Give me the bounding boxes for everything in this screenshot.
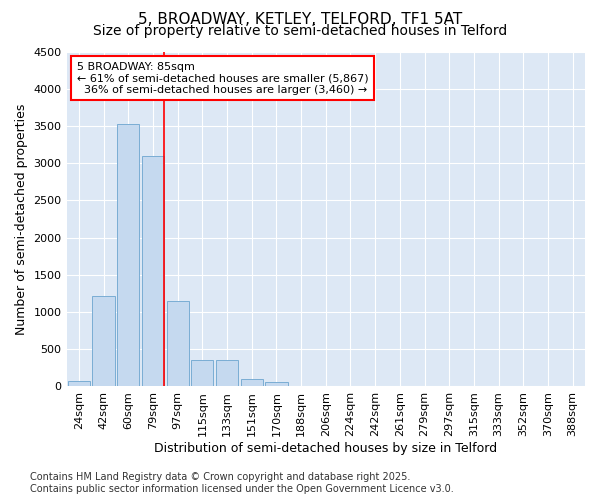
Text: 5, BROADWAY, KETLEY, TELFORD, TF1 5AT: 5, BROADWAY, KETLEY, TELFORD, TF1 5AT <box>138 12 462 28</box>
X-axis label: Distribution of semi-detached houses by size in Telford: Distribution of semi-detached houses by … <box>154 442 497 455</box>
Bar <box>117 124 139 386</box>
Bar <box>216 360 238 386</box>
Bar <box>265 382 287 386</box>
Text: 5 BROADWAY: 85sqm
← 61% of semi-detached houses are smaller (5,867)
  36% of sem: 5 BROADWAY: 85sqm ← 61% of semi-detached… <box>77 62 368 94</box>
Text: Contains HM Land Registry data © Crown copyright and database right 2025.
Contai: Contains HM Land Registry data © Crown c… <box>30 472 454 494</box>
Y-axis label: Number of semi-detached properties: Number of semi-detached properties <box>15 104 28 334</box>
Bar <box>92 296 115 386</box>
Bar <box>68 380 90 386</box>
Bar <box>167 301 189 386</box>
Bar <box>191 360 214 386</box>
Bar <box>241 379 263 386</box>
Text: Size of property relative to semi-detached houses in Telford: Size of property relative to semi-detach… <box>93 24 507 38</box>
Bar <box>142 156 164 386</box>
